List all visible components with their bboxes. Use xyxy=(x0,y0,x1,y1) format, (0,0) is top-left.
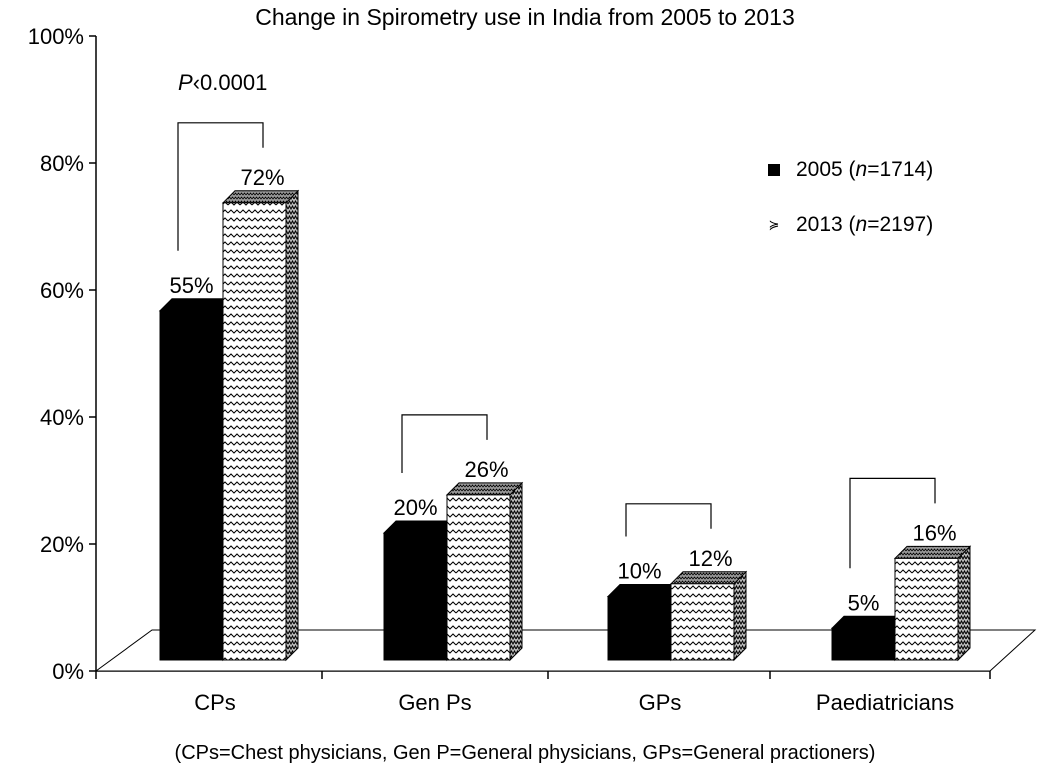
bar-top xyxy=(893,545,972,559)
data-label: 20% xyxy=(393,495,437,520)
bar xyxy=(607,596,672,661)
bar xyxy=(894,557,959,661)
bar xyxy=(831,627,896,661)
legend-item-2013: ≽ 2013 (n=2197) xyxy=(768,210,934,240)
significance-bracket xyxy=(625,503,712,537)
x-tick-label: Gen Ps xyxy=(398,690,471,715)
bar xyxy=(159,310,224,661)
x-tick-label: CPs xyxy=(194,690,236,715)
x-tick-label: Paediatricians xyxy=(816,690,954,715)
data-label: 5% xyxy=(848,590,880,615)
y-tick-label: 20% xyxy=(40,532,84,557)
bar-top xyxy=(669,571,748,585)
legend-swatch-solid xyxy=(768,164,780,176)
significance-bracket xyxy=(849,477,936,569)
data-label: 72% xyxy=(240,165,284,190)
y-tick-label: 40% xyxy=(40,405,84,430)
p-value-annotation: P‹0.0001 xyxy=(178,70,268,95)
legend-item-2005: 2005 (n=1714) xyxy=(768,155,933,185)
bar-side xyxy=(509,481,523,662)
data-label: 16% xyxy=(912,520,956,545)
data-label: 26% xyxy=(464,457,508,482)
y-tick-label: 100% xyxy=(28,24,84,49)
bar-side xyxy=(733,570,747,662)
legend-label-2005: 2005 (n=1714) xyxy=(796,158,934,181)
bar-top xyxy=(221,190,300,204)
data-label: 55% xyxy=(169,273,213,298)
bar xyxy=(446,494,511,661)
significance-bracket xyxy=(401,414,488,473)
y-tick-label: 80% xyxy=(40,151,84,176)
chart-title: Change in Spirometry use in India from 2… xyxy=(255,4,795,30)
legend-swatch-zigzag: ≽ xyxy=(768,217,780,232)
y-tick-label: 0% xyxy=(52,659,84,684)
bar xyxy=(670,583,735,661)
legend: 2005 (n=1714) ≽ 2013 (n=2197) xyxy=(768,155,933,265)
legend-label-2013: 2013 (n=2197) xyxy=(796,213,934,236)
bar-side xyxy=(957,545,971,662)
x-tick-label: GPs xyxy=(639,690,682,715)
bar-top xyxy=(445,482,524,496)
data-label: 12% xyxy=(688,546,732,571)
y-tick-label: 60% xyxy=(40,278,84,303)
bar xyxy=(383,532,448,661)
bar xyxy=(222,202,287,661)
bar-side xyxy=(285,189,299,662)
data-label: 10% xyxy=(617,559,661,584)
chart-floor xyxy=(94,629,1037,672)
significance-bracket xyxy=(177,122,264,251)
footnote: (CPs=Chest physicians, Gen P=General phy… xyxy=(174,742,876,764)
